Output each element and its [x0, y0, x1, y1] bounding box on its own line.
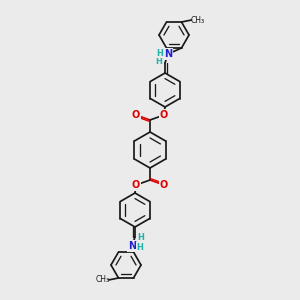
- Text: H: H: [157, 49, 164, 58]
- Text: H: H: [156, 58, 162, 67]
- Text: CH₃: CH₃: [190, 16, 205, 25]
- Text: N: N: [164, 49, 172, 59]
- Text: CH₃: CH₃: [95, 275, 110, 284]
- Text: N: N: [128, 241, 136, 251]
- Text: O: O: [132, 110, 140, 120]
- Text: O: O: [160, 180, 168, 190]
- Text: H: H: [138, 233, 144, 242]
- Text: H: H: [136, 242, 143, 251]
- Text: O: O: [132, 180, 140, 190]
- Text: O: O: [160, 110, 168, 120]
